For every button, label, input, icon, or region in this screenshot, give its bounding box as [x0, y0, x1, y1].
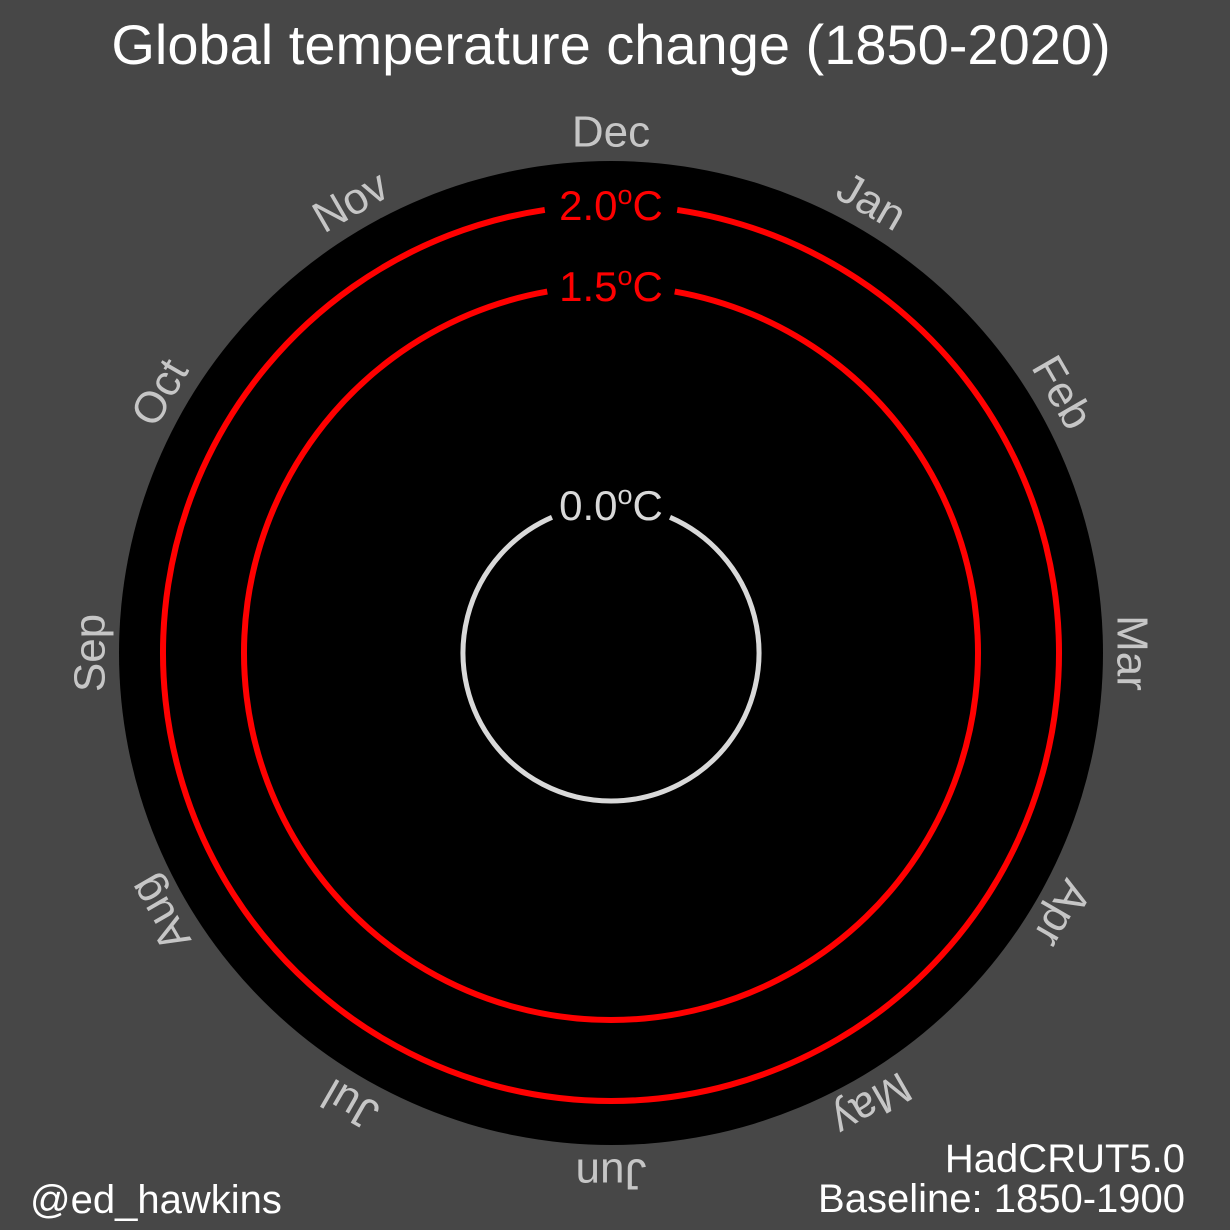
- month-label-sep: Sep: [66, 614, 115, 692]
- chart-title: Global temperature change (1850-2020): [111, 13, 1110, 76]
- ring-arc-0c: [460, 514, 762, 804]
- ring-label-0c: 0.0oC: [559, 480, 663, 529]
- ring-arc-2c: [160, 206, 1062, 1104]
- ring-label-2c: 2.0oC: [559, 180, 663, 229]
- month-label-jun: Jun: [576, 1150, 647, 1199]
- month-label-mar: Mar: [1108, 615, 1157, 691]
- month-label-dec: Dec: [572, 108, 650, 157]
- ring-arc-1.5c: [241, 288, 981, 1023]
- ring-label-1.5c: 1.5oC: [559, 261, 663, 310]
- chart-disk: [119, 161, 1103, 1145]
- credit-handle: @ed_hawkins: [30, 1178, 282, 1222]
- credit-baseline-note: Baseline: 1850-1900: [818, 1177, 1185, 1221]
- credit-dataset: HadCRUT5.0: [945, 1137, 1185, 1181]
- chart-rings-and-months: 0.0oC1.5oC2.0oCDecJanFebMarAprMayJunJulA…: [66, 108, 1157, 1199]
